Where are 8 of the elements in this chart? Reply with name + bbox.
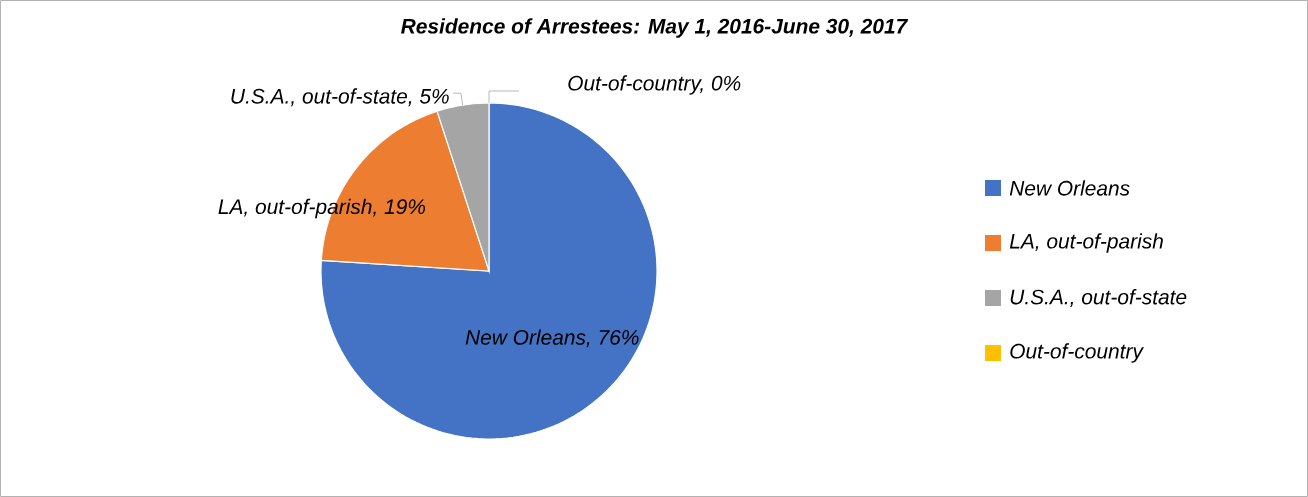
legend-label: U.S.A., out-of-state xyxy=(1010,289,1187,307)
chart-title: Residence of Arrestees: May 1, 2016-June 30, 2017 xyxy=(401,18,909,38)
data-label: U.S.A., out-of-state, 5% xyxy=(231,88,449,107)
legend-label: LA, out-of-parish xyxy=(1009,233,1163,253)
legend-label: New Orleans xyxy=(1009,180,1130,196)
text: Out-of-country, 0% xyxy=(568,75,741,95)
legend-label: Out-of-country xyxy=(1010,343,1144,363)
data-label: New Orleans, 76% xyxy=(465,329,639,348)
